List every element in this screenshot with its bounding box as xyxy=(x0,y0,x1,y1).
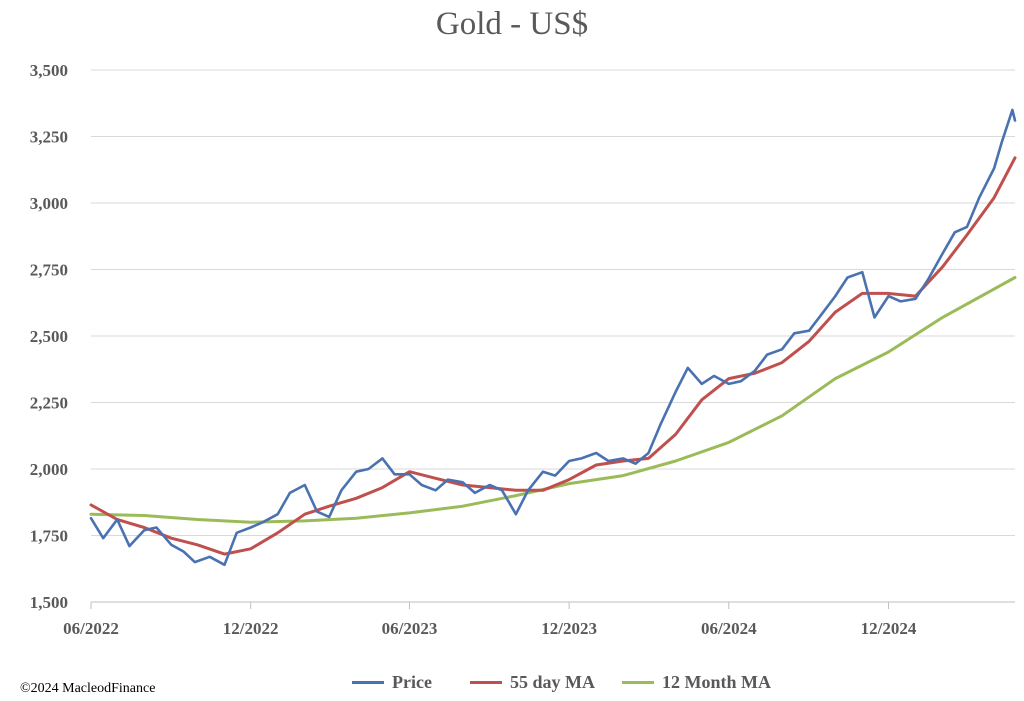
y-tick-label: 3,500 xyxy=(30,61,68,80)
legend-swatch-price xyxy=(352,681,384,684)
legend: Price 55 day MA 12 Month MA xyxy=(0,672,1024,698)
x-tick-label: 12/2024 xyxy=(861,619,917,638)
x-tick-label: 06/2023 xyxy=(382,619,438,638)
axes xyxy=(90,601,1015,609)
y-tick-label: 3,250 xyxy=(30,128,68,147)
ma55-line xyxy=(89,156,1017,556)
chart-title: Gold - US$ xyxy=(435,6,589,42)
price-line xyxy=(89,108,1017,567)
y-tick-label: 2,750 xyxy=(30,261,68,280)
legend-label-12month: 12 Month MA xyxy=(662,672,771,692)
gridlines xyxy=(91,69,1015,536)
y-tick-label: 1,750 xyxy=(30,527,68,546)
x-tick-label: 06/2024 xyxy=(701,619,757,638)
legend-item-price: Price xyxy=(352,672,432,693)
legend-label-price: Price xyxy=(392,672,432,692)
legend-swatch-12month xyxy=(622,681,654,684)
tick-labels: 1,500 1,750 2,000 2,250 2,500 2,750 3,000 3,250… xyxy=(30,61,917,638)
x-tick-label: 12/2022 xyxy=(223,619,279,638)
y-tick-label: 2,250 xyxy=(30,394,68,413)
legend-swatch-55day xyxy=(470,681,502,684)
y-tick-label: 2,500 xyxy=(30,327,68,346)
copyright-note: ©2024 MacleodFinance xyxy=(20,681,156,696)
legend-label-55day: 55 day MA xyxy=(510,672,595,692)
y-tick-label: 1,500 xyxy=(30,593,68,612)
legend-item-12month: 12 Month MA xyxy=(622,672,771,693)
y-tick-label: 2,000 xyxy=(30,460,68,479)
x-tick-label: 06/2022 xyxy=(63,619,119,638)
legend-item-55day: 55 day MA xyxy=(470,672,595,693)
x-tick-label: 12/2023 xyxy=(541,619,597,638)
y-tick-label: 3,000 xyxy=(30,194,68,213)
series-lines xyxy=(89,108,1017,567)
